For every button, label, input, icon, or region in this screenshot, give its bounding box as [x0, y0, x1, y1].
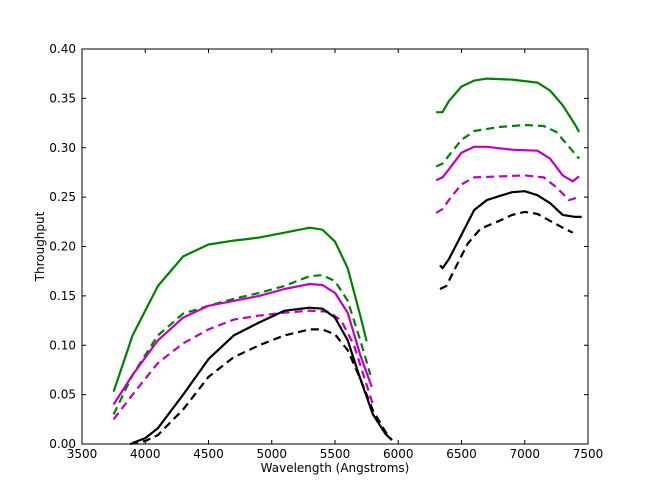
- series-4-segment-1-line: [112, 309, 374, 420]
- x-tick-label: 5500: [320, 447, 351, 461]
- series-3-segment-1-line: [112, 282, 373, 406]
- plot-frame: [81, 48, 589, 445]
- y-tick-label: 0.25: [49, 190, 76, 204]
- plot-background: [82, 49, 588, 444]
- series-6-segment-1-line: [129, 328, 393, 446]
- series-5-segment-2-line: [439, 190, 582, 270]
- x-tick-label: 7500: [573, 447, 604, 461]
- x-axis-label: Wavelength (Angstroms): [261, 461, 410, 475]
- y-tick-label: 0.00: [49, 437, 76, 451]
- series-2-segment-1-line: [112, 274, 372, 415]
- x-tick-label: 3500: [67, 447, 98, 461]
- series-1-segment-1-line: [112, 226, 368, 393]
- x-tick-label: 7000: [509, 447, 540, 461]
- x-tick-label: 4000: [130, 447, 161, 461]
- y-tick-label: 0.20: [49, 240, 76, 254]
- x-tick-label: 6000: [383, 447, 414, 461]
- y-tick-label: 0.15: [49, 289, 76, 303]
- x-tick-label: 5000: [256, 447, 287, 461]
- y-tick-label: 0.35: [49, 91, 76, 105]
- series-4-segment-2-line: [435, 174, 580, 214]
- y-tick-label: 0.10: [49, 338, 76, 352]
- series-2-segment-2-line: [435, 123, 580, 168]
- y-tick-label: 0.30: [49, 141, 76, 155]
- y-tick-label: 0.05: [49, 388, 76, 402]
- y-tick-label: 0.40: [49, 42, 76, 56]
- series-3-segment-2-line: [435, 145, 580, 183]
- x-tick-label: 6500: [446, 447, 477, 461]
- series-layer: [112, 77, 582, 446]
- x-tick-label: 4500: [193, 447, 224, 461]
- ticks-layer: 3500 4000 4500 5000 5500 6000 6500 7000 7500 0.00…: [49, 42, 603, 461]
- y-axis-label: Throughput: [33, 211, 47, 282]
- series-1-segment-2-line: [436, 77, 581, 133]
